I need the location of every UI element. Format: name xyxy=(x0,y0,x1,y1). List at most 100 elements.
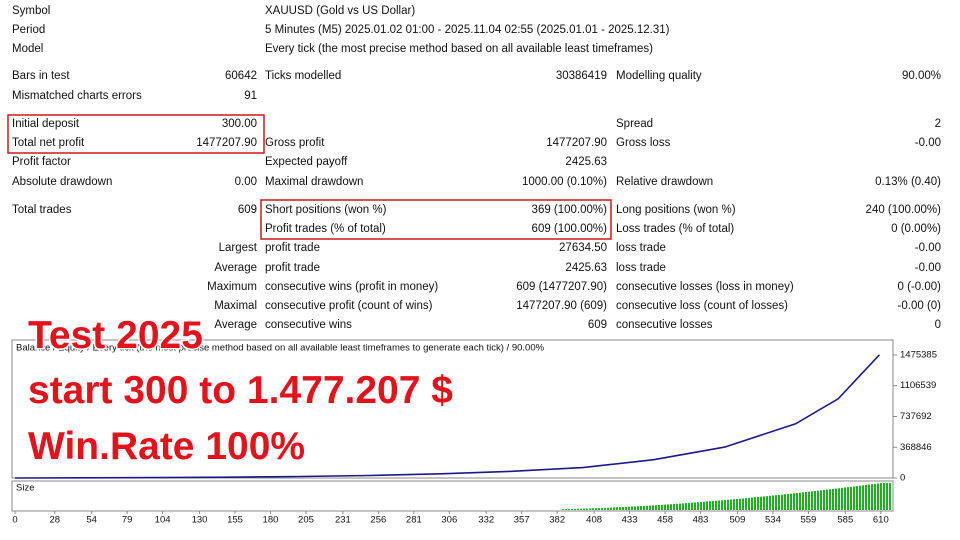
size-bar xyxy=(745,498,747,510)
size-bar xyxy=(622,507,624,510)
size-bar xyxy=(859,485,861,510)
row-label: profit trade xyxy=(265,242,320,254)
size-bar xyxy=(751,497,753,510)
size-bar xyxy=(832,488,834,510)
x-tick-label: 155 xyxy=(227,515,243,526)
size-label: Size xyxy=(16,483,34,494)
row-value: 1477207.90 xyxy=(196,137,257,149)
overlay-text: Win.Rate 100% xyxy=(28,425,305,468)
row-label: Modelling quality xyxy=(616,70,702,82)
size-bar xyxy=(664,504,666,510)
size-bar xyxy=(607,507,609,510)
row-label: loss trade xyxy=(616,262,666,274)
x-tick-label: 332 xyxy=(478,515,494,526)
row-label: Initial deposit xyxy=(12,118,80,130)
row-label: Spread xyxy=(616,118,653,130)
size-bar xyxy=(787,493,789,510)
size-bar xyxy=(790,493,792,510)
y-tick-label: 1475385 xyxy=(900,349,937,360)
report-rows: Symbol XAUUSD (Gold vs US Dollar) Period 5 … xyxy=(12,5,941,331)
balance-line xyxy=(14,354,880,479)
row-label: Model xyxy=(12,43,43,55)
size-bar xyxy=(757,496,759,510)
row-value: 90.00% xyxy=(902,70,941,82)
row-value: Largest xyxy=(219,242,258,254)
x-tick-label: 231 xyxy=(335,515,351,526)
x-tick-label: 28 xyxy=(49,515,60,526)
size-bar xyxy=(883,483,885,510)
size-bar xyxy=(676,503,678,510)
size-bar xyxy=(748,497,750,510)
size-bar xyxy=(568,508,570,510)
row-label: Bars in test xyxy=(12,70,70,82)
plot: 0 368846 737692 1106539 1475385 0 28 54 79 104 130… xyxy=(12,349,937,525)
row-value: 609 xyxy=(588,319,607,331)
size-bar xyxy=(871,484,873,510)
row-value: 2 xyxy=(935,118,941,130)
size-bar xyxy=(682,503,684,510)
graph-title: Balance / Equity / Every tick (the most … xyxy=(16,343,545,354)
x-tick-label: 306 xyxy=(441,515,457,526)
row-label: Every tick (the most precise method base… xyxy=(265,43,653,55)
highlight-box xyxy=(7,114,265,154)
size-bar xyxy=(865,484,867,510)
size-bar xyxy=(727,499,729,510)
row-label: Expected payoff xyxy=(265,156,348,168)
size-bar xyxy=(778,494,780,510)
size-bar xyxy=(706,501,708,510)
row-label: Loss trades (% of total) xyxy=(616,223,734,235)
size-bar xyxy=(874,483,876,510)
x-tick-label: 382 xyxy=(549,515,565,526)
size-bar xyxy=(655,505,657,510)
x-tick-label: 54 xyxy=(86,515,97,526)
size-bar xyxy=(769,495,771,510)
row-value: 0 (0.00%) xyxy=(891,223,941,235)
y-tick-label: 368846 xyxy=(900,442,932,453)
row-value: -0.00 xyxy=(915,137,941,149)
row-label: loss trade xyxy=(616,242,666,254)
size-bar xyxy=(772,495,774,510)
size-bar xyxy=(847,487,849,510)
row-value: 0 xyxy=(935,319,941,331)
x-tick-label: 79 xyxy=(122,515,133,526)
overlay-text: start 300 to 1.477.207 $ xyxy=(28,369,453,412)
x-tick-label: 256 xyxy=(370,515,386,526)
row-label: XAUUSD (Gold vs US Dollar) xyxy=(265,5,415,17)
row-value: 27634.50 xyxy=(559,242,607,254)
size-bar xyxy=(694,502,696,510)
row-value: 0 (-0.00) xyxy=(898,281,942,293)
size-bar xyxy=(652,505,654,510)
x-tick-label: 104 xyxy=(155,515,171,526)
size-bar xyxy=(826,489,828,510)
row-label: consecutive wins (profit in money) xyxy=(265,281,438,293)
row-label: Maximal drawdown xyxy=(265,176,363,188)
size-bar xyxy=(811,491,813,510)
size-bar xyxy=(829,489,831,510)
size-bar xyxy=(685,503,687,510)
size-bar xyxy=(841,487,843,510)
size-bar xyxy=(679,503,681,510)
row-value: 60642 xyxy=(225,70,257,82)
size-bar xyxy=(700,501,702,510)
size-bar xyxy=(766,496,768,510)
size-bar xyxy=(616,507,618,510)
size-bar xyxy=(604,507,606,510)
row-value: 2425.63 xyxy=(565,156,607,168)
size-bar xyxy=(835,488,837,510)
size-bar xyxy=(754,497,756,510)
row-value: 0.13% (0.40) xyxy=(875,176,941,188)
size-bar xyxy=(763,496,765,510)
x-tick-label: 205 xyxy=(298,515,314,526)
row-value: Average xyxy=(214,319,257,331)
row-value: 369 (100.00%) xyxy=(532,204,608,216)
row-value: -0.00 xyxy=(915,262,941,274)
overlay: Test 2025 start 300 to 1.477.207 $ Win.Rat… xyxy=(27,313,455,470)
row-label: Mismatched charts errors xyxy=(12,90,142,102)
size-bar xyxy=(838,488,840,510)
overlay-text: Test 2025 xyxy=(28,314,203,357)
size-bar xyxy=(868,484,870,510)
size-bar xyxy=(595,508,597,510)
size-bar xyxy=(634,506,636,510)
row-value: 91 xyxy=(244,90,257,102)
size-bar xyxy=(736,498,738,510)
